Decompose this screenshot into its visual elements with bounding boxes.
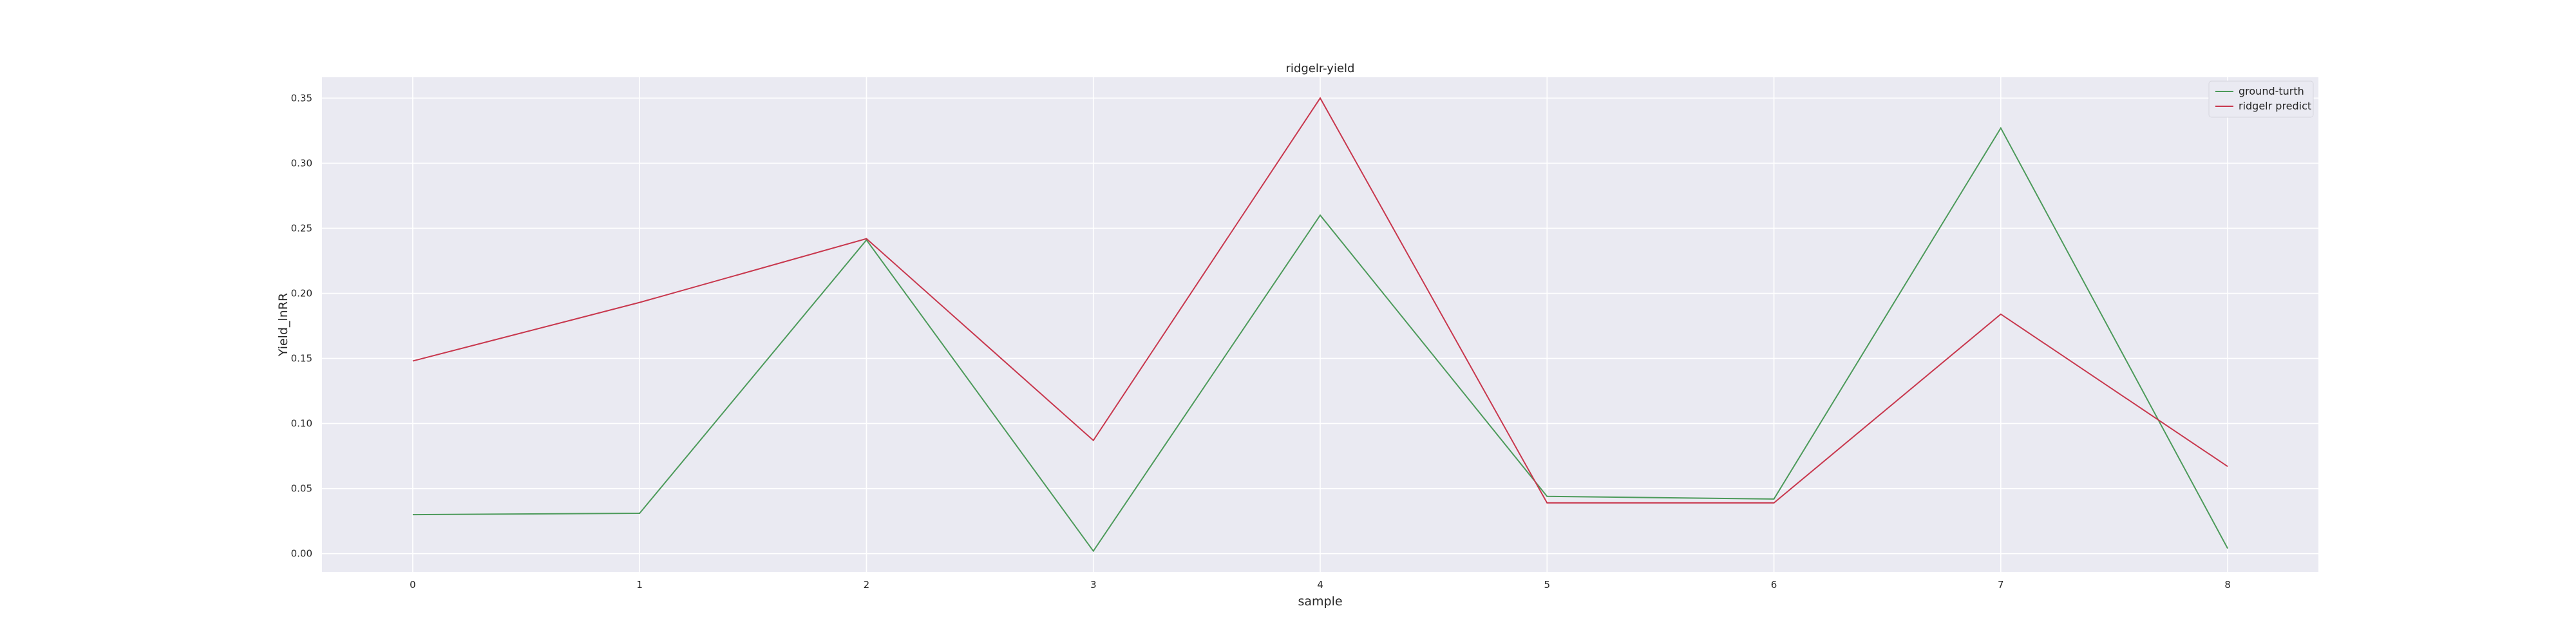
y-tick-label: 0.15 — [291, 353, 312, 365]
y-tick-label: 0.00 — [291, 548, 312, 560]
x-tick-label: 5 — [1544, 579, 1550, 591]
series-line — [412, 97, 2228, 504]
x-tick-label: 2 — [864, 579, 870, 591]
x-tick-label: 0 — [410, 579, 416, 591]
x-tick-label: 4 — [1317, 579, 1323, 591]
grid-lines — [322, 77, 2318, 572]
x-axis-label: sample — [1298, 594, 1342, 609]
y-tick-label: 0.05 — [291, 483, 312, 495]
x-tick-label: 3 — [1090, 579, 1097, 591]
legend-label: ridgelr predict — [2239, 100, 2311, 112]
series-line — [412, 126, 2228, 553]
y-axis-label: Yield_lnRR — [276, 293, 290, 357]
axis-ticks: 0 1 2 3 4 5 6 7 8 0.00 0.05 0.10 0.15 0.20 0.25 0.30 0.3… — [291, 92, 2231, 591]
x-tick-label: 8 — [2224, 579, 2231, 591]
legend: ground-turth ridgelr predict — [2208, 80, 2314, 118]
y-tick-label: 0.30 — [291, 157, 312, 169]
x-tick-label: 7 — [1998, 579, 2004, 591]
series-lines — [412, 97, 2228, 553]
chart-title: ridgelr-yield — [1286, 62, 1355, 75]
x-tick-label: 1 — [636, 579, 643, 591]
y-tick-label: 0.20 — [291, 287, 312, 299]
legend-box — [2208, 80, 2314, 118]
x-tick-label: 6 — [1771, 579, 1777, 591]
y-tick-label: 0.10 — [291, 418, 312, 430]
y-tick-label: 0.25 — [291, 222, 312, 234]
legend-label: ground-turth — [2239, 85, 2304, 97]
y-tick-label: 0.35 — [291, 92, 312, 104]
